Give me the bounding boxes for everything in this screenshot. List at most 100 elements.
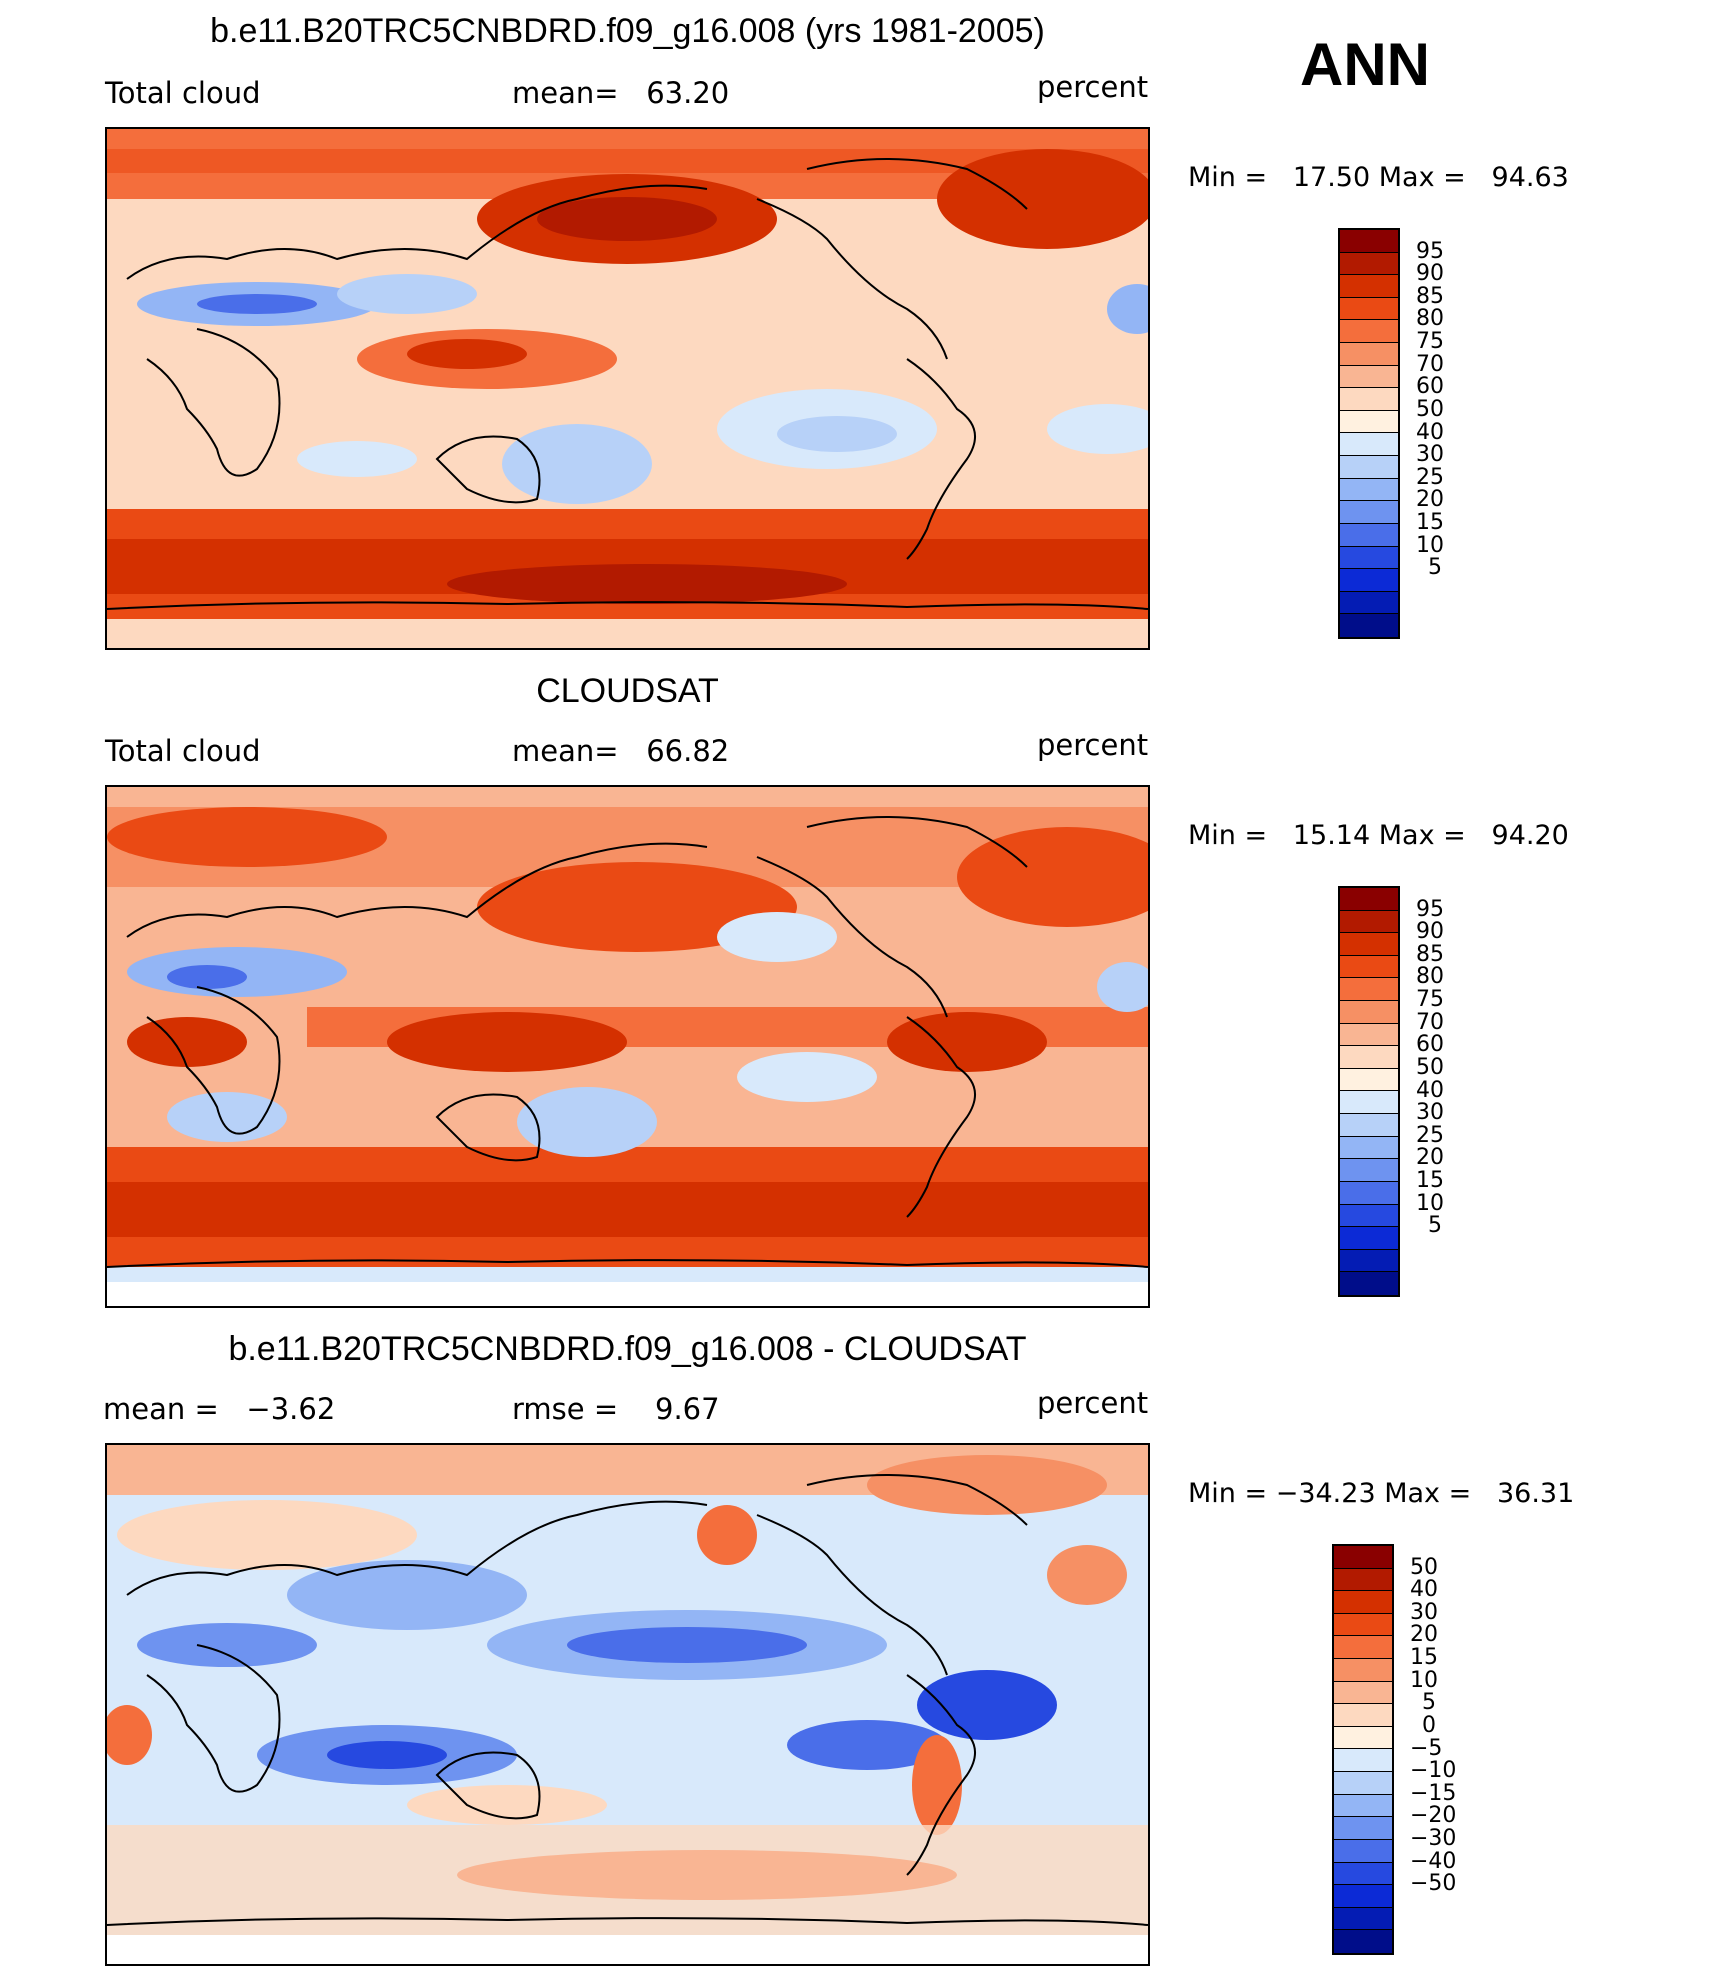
colorbar-segment bbox=[1334, 1681, 1392, 1705]
colorbar-tick-label: 5 bbox=[1428, 1213, 1442, 1239]
colorbar-tick-label: 15 bbox=[1416, 509, 1444, 535]
colorbar-segment bbox=[1340, 275, 1398, 298]
colorbar-segment bbox=[1334, 1636, 1392, 1660]
colorbar-tick-label: 0 bbox=[1422, 1712, 1436, 1738]
panel-diff-mean: mean = −3.62 bbox=[103, 1392, 336, 1426]
colorbar-segment bbox=[1340, 1272, 1398, 1295]
colorbar-tick-label: 40 bbox=[1410, 1577, 1438, 1603]
colorbar-segment bbox=[1340, 252, 1398, 276]
colorbar-segment bbox=[1340, 955, 1398, 979]
colorbar-segment bbox=[1340, 1001, 1398, 1024]
panel-obs-variable: Total cloud bbox=[105, 734, 261, 768]
panel-model-colorbar bbox=[1338, 228, 1400, 639]
panel-diff-minmax: Min = −34.23 Max = 36.31 bbox=[1188, 1478, 1575, 1509]
coastlines bbox=[107, 158, 1148, 610]
panel-obs-minmax: Min = 15.14 Max = 94.20 bbox=[1188, 820, 1569, 851]
colorbar-tick-label: 80 bbox=[1416, 964, 1444, 990]
colorbar-segment bbox=[1334, 1568, 1392, 1592]
colorbar-segment bbox=[1340, 1091, 1398, 1115]
panel-model-minmax: Min = 17.50 Max = 94.63 bbox=[1188, 162, 1569, 193]
colorbar-segment bbox=[1340, 1023, 1398, 1047]
colorbar-tick-label: −15 bbox=[1410, 1780, 1457, 1806]
colorbar-tick-label: 10 bbox=[1410, 1667, 1438, 1693]
colorbar-segment bbox=[1340, 365, 1398, 389]
colorbar-segment bbox=[1340, 933, 1398, 956]
panel-model-title: b.e11.B20TRC5CNBDRD.f09_g16.008 (yrs 198… bbox=[210, 12, 1045, 50]
panel-model-units: percent bbox=[1037, 70, 1149, 104]
colorbar-segment bbox=[1334, 1862, 1392, 1886]
panel-diff-rmse: rmse = 9.67 bbox=[512, 1392, 720, 1426]
panel-obs-mean: mean= 66.82 bbox=[512, 734, 730, 768]
panel-model-variable: Total cloud bbox=[105, 76, 261, 110]
panel-diff-title: b.e11.B20TRC5CNBDRD.f09_g16.008 - CLOUDS… bbox=[228, 1330, 1027, 1368]
colorbar-segment bbox=[1340, 1068, 1398, 1092]
colorbar-segment bbox=[1340, 591, 1398, 615]
colorbar-segment bbox=[1334, 1930, 1392, 1953]
colorbar-segment bbox=[1340, 569, 1398, 592]
colorbar-tick-label: −10 bbox=[1410, 1758, 1457, 1784]
colorbar-segment bbox=[1334, 1839, 1392, 1863]
colorbar-segment bbox=[1340, 230, 1398, 253]
colorbar-tick-label: 15 bbox=[1410, 1645, 1438, 1671]
colorbar-tick-label: −5 bbox=[1410, 1735, 1443, 1761]
colorbar-segment bbox=[1340, 501, 1398, 524]
panel-model-mean: mean= 63.20 bbox=[512, 76, 730, 110]
colorbar-tick-label: 75 bbox=[1416, 987, 1444, 1013]
map-obs-field bbox=[107, 787, 1148, 1306]
colorbar-segment bbox=[1340, 1159, 1398, 1182]
colorbar-segment bbox=[1334, 1817, 1392, 1840]
colorbar-tick-label: 40 bbox=[1416, 419, 1444, 445]
colorbar-tick-label: 95 bbox=[1416, 896, 1444, 922]
colorbar-tick-label: 10 bbox=[1416, 1190, 1444, 1216]
colorbar-segment bbox=[1340, 1227, 1398, 1250]
colorbar-tick-label: 20 bbox=[1416, 487, 1444, 513]
colorbar-tick-label: 25 bbox=[1416, 464, 1444, 490]
colorbar-segment bbox=[1340, 1046, 1398, 1069]
colorbar-tick-label: −50 bbox=[1410, 1871, 1457, 1897]
colorbar-tick-label: 20 bbox=[1416, 1145, 1444, 1171]
coastlines bbox=[107, 1474, 1148, 1926]
colorbar-tick-label: 60 bbox=[1416, 1032, 1444, 1058]
panel-obs-units: percent bbox=[1037, 728, 1149, 762]
map-model-field bbox=[107, 129, 1148, 648]
colorbar-segment bbox=[1340, 388, 1398, 411]
colorbar-segment bbox=[1334, 1726, 1392, 1750]
colorbar-segment bbox=[1334, 1591, 1392, 1614]
colorbar-segment bbox=[1334, 1749, 1392, 1773]
panel-obs-colorbar bbox=[1338, 886, 1400, 1297]
map-diff bbox=[105, 1443, 1150, 1966]
colorbar-tick-label: 90 bbox=[1416, 919, 1444, 945]
colorbar-tick-label: 90 bbox=[1416, 261, 1444, 287]
colorbar-tick-label: 40 bbox=[1416, 1077, 1444, 1103]
colorbar-tick-label: 50 bbox=[1416, 396, 1444, 422]
colorbar-tick-label: −20 bbox=[1410, 1803, 1457, 1829]
colorbar-tick-label: 10 bbox=[1416, 532, 1444, 558]
colorbar-segment bbox=[1340, 1181, 1398, 1205]
colorbar-tick-label: 5 bbox=[1422, 1690, 1436, 1716]
colorbar-segment bbox=[1334, 1885, 1392, 1908]
colorbar-tick-label: 60 bbox=[1416, 374, 1444, 400]
colorbar-tick-label: 20 bbox=[1410, 1622, 1438, 1648]
panel-diff-colorbar bbox=[1332, 1544, 1394, 1955]
colorbar-tick-label: 25 bbox=[1416, 1122, 1444, 1148]
colorbar-tick-label: 30 bbox=[1416, 1100, 1444, 1126]
colorbar-segment bbox=[1334, 1907, 1392, 1931]
colorbar-tick-label: −30 bbox=[1410, 1825, 1457, 1851]
colorbar-segment bbox=[1340, 343, 1398, 366]
colorbar-tick-label: 30 bbox=[1416, 442, 1444, 468]
colorbar-segment bbox=[1340, 297, 1398, 321]
colorbar-segment bbox=[1340, 456, 1398, 479]
colorbar-tick-label: 85 bbox=[1416, 283, 1444, 309]
colorbar-segment bbox=[1340, 546, 1398, 570]
colorbar-segment bbox=[1340, 1204, 1398, 1228]
colorbar-segment bbox=[1334, 1794, 1392, 1818]
map-obs bbox=[105, 785, 1150, 1308]
colorbar-tick-label: 30 bbox=[1410, 1599, 1438, 1625]
colorbar-tick-label: 75 bbox=[1416, 329, 1444, 355]
colorbar-segment bbox=[1340, 978, 1398, 1002]
colorbar-tick-label: 70 bbox=[1416, 351, 1444, 377]
colorbar-segment bbox=[1340, 614, 1398, 637]
colorbar-segment bbox=[1334, 1772, 1392, 1795]
colorbar-segment bbox=[1340, 410, 1398, 434]
map-diff-field bbox=[107, 1445, 1148, 1964]
